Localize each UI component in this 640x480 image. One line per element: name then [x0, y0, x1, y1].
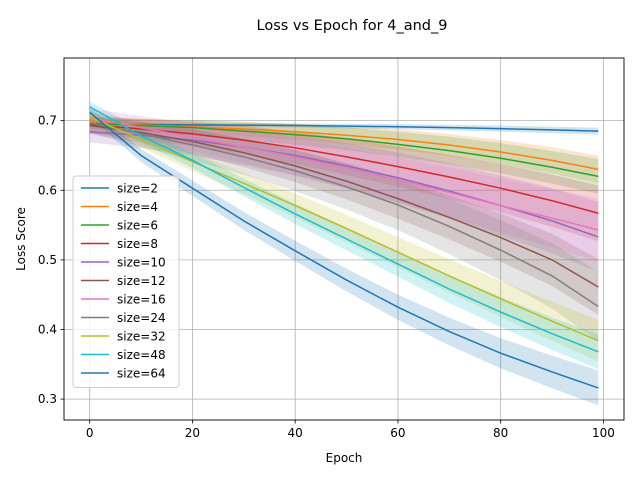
legend-label: size=32 [117, 330, 166, 344]
legend-label: size=24 [117, 311, 166, 325]
legend-label: size=6 [117, 219, 158, 233]
y-tick-label: 0.4 [38, 323, 57, 337]
legend-label: size=48 [117, 348, 166, 362]
confidence-band [89, 123, 599, 135]
y-tick-label: 0.6 [38, 183, 57, 197]
series-line [89, 117, 599, 231]
legend-label: size=16 [117, 293, 166, 307]
legend: size=2 size=4 size=6 size=8 size=10 size=12 si… [72, 175, 180, 388]
x-tick-label: 60 [390, 426, 405, 440]
series-line [89, 123, 599, 132]
y-tick-label: 0.7 [38, 114, 57, 128]
series-line [89, 116, 599, 342]
y-axis-label: Loss Score [14, 207, 28, 271]
plot-frame [63, 57, 625, 421]
x-tick-label: 40 [288, 426, 303, 440]
y-tick-label: 0.5 [38, 253, 57, 267]
confidence-band [89, 121, 599, 272]
x-tick-label: 20 [185, 426, 200, 440]
series-line [89, 124, 599, 288]
confidence-band [89, 116, 599, 242]
confidence-band [89, 107, 599, 406]
legend-label: size=64 [117, 367, 166, 381]
confidence-band [89, 117, 599, 315]
x-tick-label: 0 [86, 426, 94, 440]
y-tick-label: 0.3 [38, 392, 57, 406]
axis-ticks: 0 20 40 60 80 100 0.3 0.4 0.5 0.6 0.7 [38, 114, 615, 440]
x-tick-label: 80 [493, 426, 508, 440]
legend-label: size=4 [117, 200, 158, 214]
x-tick-label: 100 [592, 426, 615, 440]
series-line [89, 124, 599, 214]
series-line [89, 122, 599, 308]
legend-label: size=10 [117, 256, 166, 270]
legend-label: size=2 [117, 182, 158, 196]
legend-label: size=8 [117, 237, 158, 251]
legend-label: size=12 [117, 274, 166, 288]
legend-box [72, 175, 180, 388]
chart-title: Loss vs Epoch for 4_and_9 [257, 18, 448, 34]
series-line [89, 122, 599, 178]
x-axis-label: Epoch [326, 451, 363, 465]
series-line [89, 106, 599, 353]
confidence-band [89, 101, 599, 370]
series-lines [89, 106, 599, 389]
confidence-band [89, 116, 599, 184]
